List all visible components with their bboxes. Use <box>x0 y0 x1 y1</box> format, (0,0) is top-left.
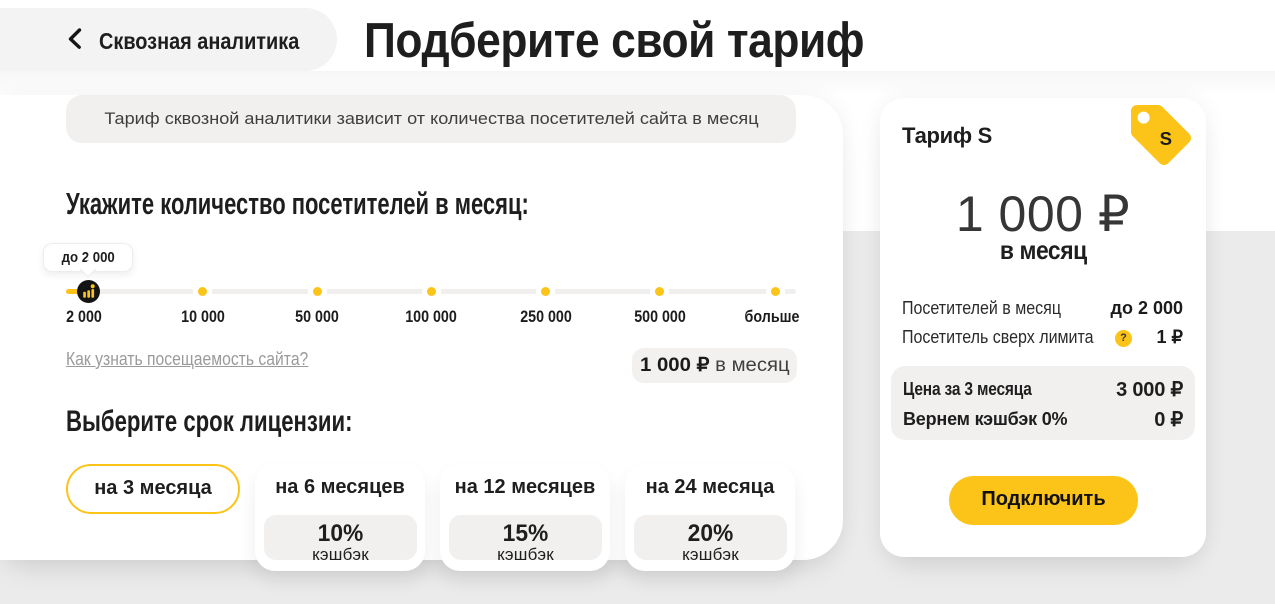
svg-text:S: S <box>1160 128 1172 149</box>
